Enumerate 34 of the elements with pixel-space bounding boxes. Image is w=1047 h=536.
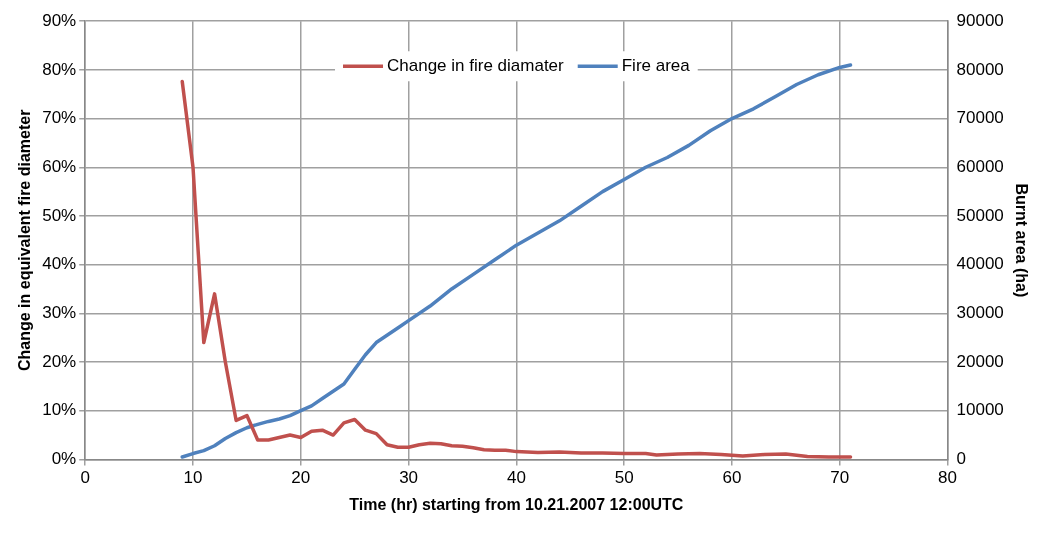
y-tick-label: 70% (42, 108, 77, 128)
y-axis-title: Change in equivalent fire diameter (16, 109, 34, 371)
y2-tick-label: 80000 (956, 59, 1004, 79)
y-tick-label: 60% (42, 156, 77, 176)
x-tick-label: 40 (506, 468, 526, 488)
y-tick-label: 80% (42, 59, 77, 79)
x-tick-label: 0 (80, 468, 90, 488)
y2-tick-label: 60000 (956, 156, 1004, 176)
y-tick-label: 40% (42, 254, 77, 274)
y2-tick-label: 90000 (956, 10, 1004, 30)
x-tick-label: 80 (938, 468, 957, 488)
x-tick-label: 30 (399, 468, 419, 488)
y2-tick-label: 10000 (956, 400, 1004, 420)
y-tick-label: 90% (42, 10, 77, 30)
y2-tick-label: 70000 (956, 108, 1004, 128)
x-tick-label: 20 (291, 468, 311, 488)
x-tick-label: 60 (722, 468, 742, 488)
y2-tick-label: 30000 (956, 303, 1004, 323)
y2-tick-label: 50000 (956, 205, 1004, 225)
y2-tick-label: 40000 (956, 254, 1004, 274)
legend-label: Change in fire diamater (387, 55, 565, 75)
y-tick-label: 0% (51, 449, 77, 469)
y2-axis-title: Burnt area (ha) (1012, 183, 1030, 298)
y2-tick-label: 0 (956, 449, 966, 469)
y-tick-label: 10% (42, 400, 77, 420)
x-tick-label: 50 (614, 468, 634, 488)
x-tick-label: 10 (183, 468, 203, 488)
y2-tick-label: 20000 (956, 351, 1004, 371)
y-tick-label: 50% (42, 205, 77, 225)
y-tick-label: 20% (42, 351, 77, 371)
legend-label: Fire area (621, 55, 691, 75)
x-axis-title: Time (hr) starting from 10.21.2007 12:00UTC (349, 495, 684, 513)
y-tick-label: 30% (42, 303, 77, 323)
x-tick-label: 70 (830, 468, 850, 488)
